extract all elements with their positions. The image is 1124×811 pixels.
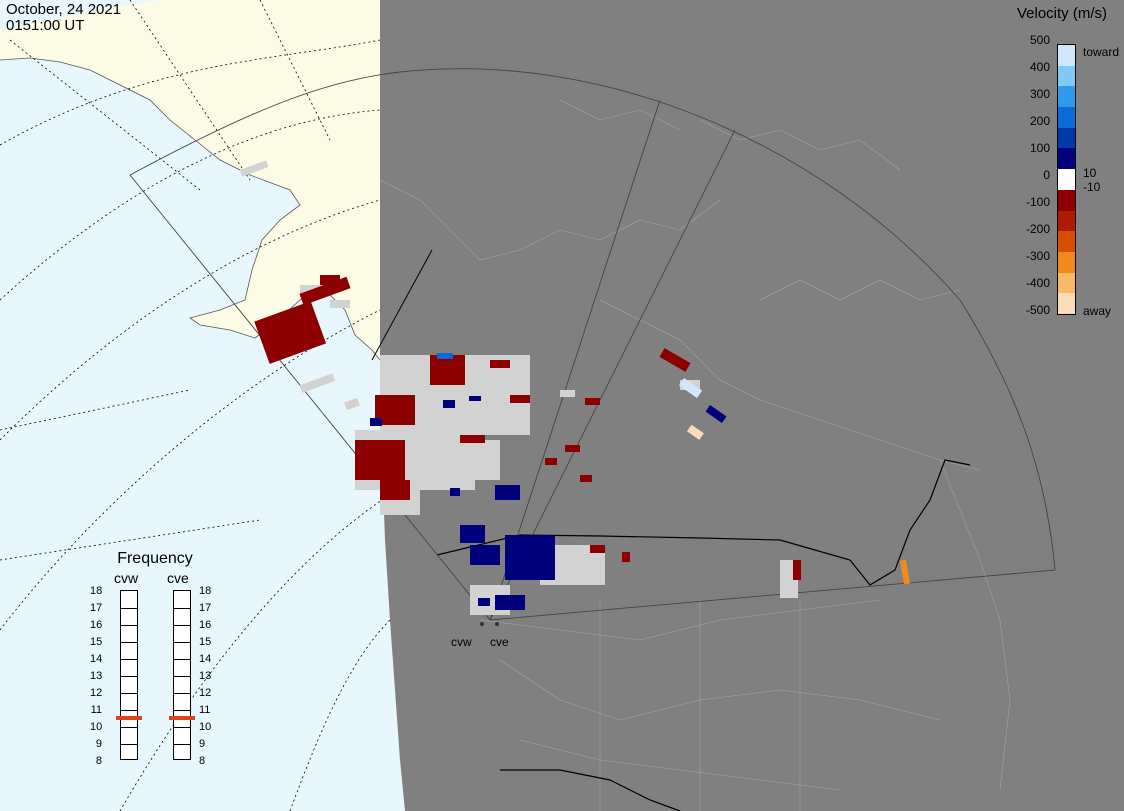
frequency-tick-label: 11 [90, 704, 102, 716]
site-label-cve: cve [490, 635, 509, 649]
legend-minus10-label: -10 [1083, 180, 1101, 194]
frequency-tick-label: 16 [199, 619, 212, 631]
frequency-box-cve [173, 590, 191, 760]
frequency-gridline [174, 727, 190, 728]
frequency-gridline [174, 642, 190, 643]
colorbar-segment [1058, 86, 1075, 109]
colorbar-segment [1058, 251, 1075, 274]
velocity-tick-label: 500 [1029, 33, 1050, 47]
velocity-colorbar [1057, 44, 1076, 315]
date-label: October, 24 2021 [6, 1, 122, 18]
beam-line [371, 249, 433, 361]
frequency-gridline [121, 676, 137, 677]
frequency-tick-label: 13 [199, 670, 212, 682]
colorbar-segment [1058, 231, 1075, 253]
frequency-gridline [121, 608, 137, 609]
frequency-tick-label: 10 [90, 721, 103, 733]
frequency-tick-label: 17 [90, 602, 103, 614]
legend-toward-label: toward [1083, 45, 1120, 59]
frequency-marker-cve [169, 715, 195, 720]
frequency-tick-label: 11 [199, 704, 211, 716]
us-mexico-border [500, 769, 681, 811]
frequency-tick-label: 8 [95, 755, 102, 767]
colorbar-segment [1058, 148, 1075, 171]
frequency-tick-label: 16 [90, 619, 103, 631]
site-marker-cvw [480, 622, 484, 626]
velocity-tick-label: -100 [1025, 195, 1050, 209]
frequency-tick-label: 12 [199, 687, 212, 699]
colorbar-segment [1058, 293, 1075, 314]
frequency-title: Frequency [117, 550, 193, 567]
frequency-tick-label: 8 [199, 755, 206, 767]
velocity-tick-label: 300 [1029, 87, 1050, 101]
legend-plus10-label: 10 [1083, 166, 1097, 180]
frequency-gridline [121, 710, 137, 711]
frequency-tick-label: 14 [90, 653, 103, 665]
time-label: 0151:00 UT [6, 17, 85, 34]
scatter-cells [239, 160, 911, 615]
velocity-tick-label: -200 [1025, 222, 1050, 236]
frequency-tick-label: 12 [90, 687, 103, 699]
colorbar-segment [1058, 189, 1075, 212]
colorbar-segment [1058, 272, 1075, 295]
velocity-tick-label: -300 [1025, 249, 1050, 263]
frequency-marker-cvw [116, 715, 142, 720]
frequency-gridline [174, 625, 190, 626]
colorbar-segment [1058, 210, 1075, 233]
velocity-tick-label: 200 [1029, 114, 1050, 128]
legend-away-label: away [1083, 304, 1112, 318]
frequency-gridline [121, 693, 137, 694]
site-label-cvw: cvw [451, 635, 472, 649]
frequency-gridline [174, 676, 190, 677]
colorbar-segment [1058, 65, 1075, 88]
alaska-land [0, 0, 380, 360]
velocity-tick-label: 100 [1029, 141, 1050, 155]
frequency-gridline [174, 710, 190, 711]
frequency-tick-label: 14 [199, 653, 212, 665]
velocity-tick-label: 400 [1029, 60, 1050, 74]
frequency-tick-label: 9 [95, 738, 102, 750]
frequency-box-cvw [120, 590, 138, 760]
frequency-gridline [174, 608, 190, 609]
velocity-legend-title: Velocity (m/s) [1016, 5, 1107, 22]
frequency-tick-label: 15 [199, 636, 212, 648]
colorbar-segment [1058, 169, 1075, 191]
frequency-tick-label: 10 [199, 721, 212, 733]
colorbar-segment [1058, 107, 1075, 129]
frequency-tick-label: 9 [199, 738, 206, 750]
frequency-gridline [121, 625, 137, 626]
frequency-tick-label: 15 [90, 636, 103, 648]
frequency-gridline [174, 659, 190, 660]
velocity-tick-label: -500 [1025, 303, 1050, 317]
frequency-gridline [121, 642, 137, 643]
velocity-tick-label: -400 [1025, 276, 1050, 290]
night-shading [380, 0, 1124, 811]
map-features [379, 99, 1011, 811]
frequency-gridline [121, 744, 137, 745]
colorbar-segment [1058, 45, 1075, 67]
frequency-gridline [121, 727, 137, 728]
graticule [0, 0, 391, 811]
frequency-tick-label: 18 [199, 585, 212, 597]
frequency-gridline [174, 693, 190, 694]
frequency-gridline [174, 744, 190, 745]
velocity-tick-label: 0 [1043, 168, 1050, 182]
colorbar-segment [1058, 127, 1075, 150]
site-marker-cve [495, 622, 499, 626]
frequency-gridline [121, 659, 137, 660]
frequency-tick-label: 18 [90, 585, 103, 597]
us-canada-border [436, 459, 971, 586]
freq-radar-label-cvw: cvw [114, 570, 139, 586]
frequency-tick-label: 17 [199, 602, 212, 614]
freq-radar-label-cve: cve [167, 570, 189, 586]
frequency-tick-label: 13 [90, 670, 103, 682]
